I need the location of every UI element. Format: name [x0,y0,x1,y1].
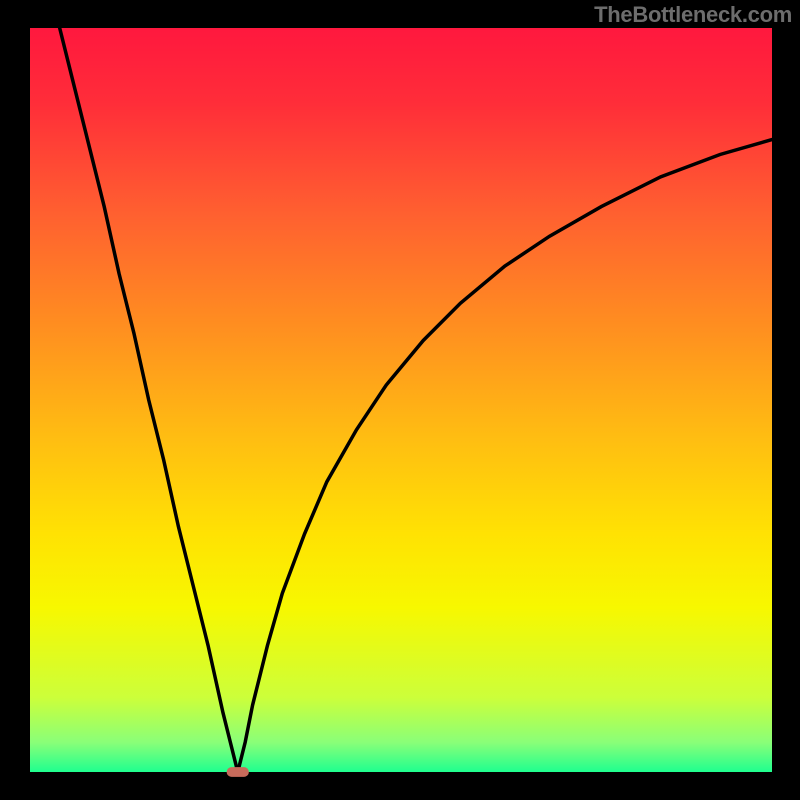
bottleneck-chart [0,0,800,800]
chart-container: { "watermark": { "text": "TheBottleneck.… [0,0,800,800]
minimum-marker [227,767,249,777]
plot-background [30,28,772,772]
watermark-text: TheBottleneck.com [594,2,792,28]
